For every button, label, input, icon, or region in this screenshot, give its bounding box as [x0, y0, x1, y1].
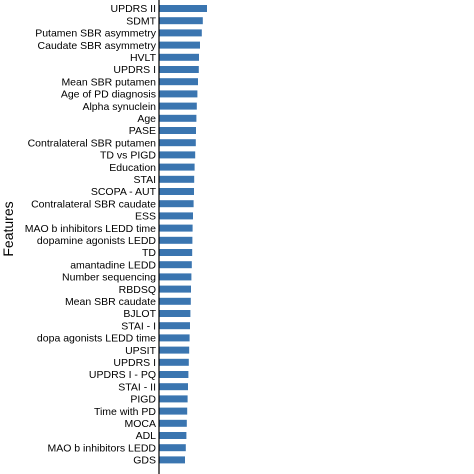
y-tick-label: TD vs PIGD: [100, 150, 156, 162]
bar: [159, 444, 186, 452]
y-tick-label: dopa agonists LEDD time: [37, 333, 156, 345]
bar: [159, 261, 192, 269]
bar: [159, 285, 191, 293]
bar: [159, 371, 189, 378]
bar: [159, 163, 195, 171]
bar: [159, 407, 188, 415]
y-tick-label: ADL: [136, 430, 157, 442]
y-tick-label: PASE: [129, 125, 156, 137]
y-tick-label: SDMT: [126, 15, 156, 27]
y-tick-label: TD: [142, 247, 156, 259]
bar: [159, 419, 187, 427]
bar: [159, 249, 193, 256]
y-tick-label: STAI - I: [121, 320, 156, 332]
y-tick-label: Caudate SBR asymmetry: [38, 40, 157, 52]
bar-group: [159, 5, 207, 464]
y-tick-label: Putamen SBR asymmetry: [35, 28, 157, 40]
bar: [159, 456, 185, 464]
bar: [159, 29, 202, 37]
bar: [159, 358, 189, 366]
y-tick-label: STAI - II: [118, 381, 156, 393]
bar: [159, 224, 193, 232]
bar: [159, 395, 188, 403]
bar: [159, 236, 193, 244]
y-tick-label: Age of PD diagnosis: [61, 89, 156, 101]
y-axis-title: Features: [0, 201, 16, 256]
bar: [159, 53, 199, 61]
y-tick-label: STAI: [133, 174, 156, 186]
bar: [159, 346, 190, 354]
bar: [159, 102, 197, 110]
y-tick-label: dopamine agonists LEDD: [37, 235, 156, 247]
y-tick-label: ESS: [135, 211, 156, 223]
bar: [159, 66, 199, 73]
y-tick-label: UPDRS I - PQ: [89, 369, 156, 381]
y-tick-label: UPDRS I: [113, 64, 156, 76]
y-tick-label: Contralateral SBR putamen: [28, 137, 157, 149]
y-tick-label: Mean SBR putamen: [61, 76, 156, 88]
y-tick-label: Age: [137, 113, 156, 125]
y-tick-label: Education: [109, 162, 156, 174]
bar: [159, 5, 207, 12]
bar: [159, 175, 195, 183]
bar: [159, 432, 187, 439]
y-tick-label: RBDSQ: [119, 284, 156, 296]
bar: [159, 127, 196, 134]
y-tick-label: GDS: [133, 455, 156, 467]
y-tick-label: Mean SBR caudate: [65, 296, 156, 308]
y-tick-label: Number sequencing: [62, 272, 156, 284]
bar: [159, 139, 196, 147]
bar: [159, 297, 191, 305]
bar: [159, 273, 192, 281]
bar: [159, 383, 188, 391]
y-tick-label: Alpha synuclein: [82, 101, 156, 113]
bar: [159, 188, 194, 195]
y-tick-label: amantadine LEDD: [70, 259, 156, 271]
bar: [159, 334, 190, 342]
bar: [159, 212, 193, 220]
bar: [159, 90, 198, 98]
bar: [159, 200, 194, 208]
y-tick-label: HVLT: [130, 52, 157, 64]
y-tick-label: UPDRS I: [113, 357, 156, 369]
y-tick-label: BJLOT: [123, 308, 156, 320]
y-tick-label: UPDRS II: [110, 3, 156, 15]
y-tick-label: MOCA: [125, 418, 157, 430]
y-tick-label: MAO b inhibitors LEDD: [47, 442, 156, 454]
y-tick-label: Contralateral SBR caudate: [31, 198, 156, 210]
bar: [159, 17, 203, 25]
bar: [159, 151, 196, 159]
bar: [159, 310, 191, 317]
y-tick-label: PIGD: [130, 394, 156, 406]
y-tick-label: Time with PD: [94, 406, 156, 418]
bar: [159, 114, 197, 122]
y-tick-label: SCOPA - AUT: [91, 186, 157, 198]
y-tick-label: MAO b inhibitors LEDD time: [25, 223, 156, 235]
bar: [159, 322, 190, 330]
bar: [159, 41, 200, 49]
bar: [159, 78, 198, 86]
y-tick-label: UPSIT: [125, 345, 157, 357]
